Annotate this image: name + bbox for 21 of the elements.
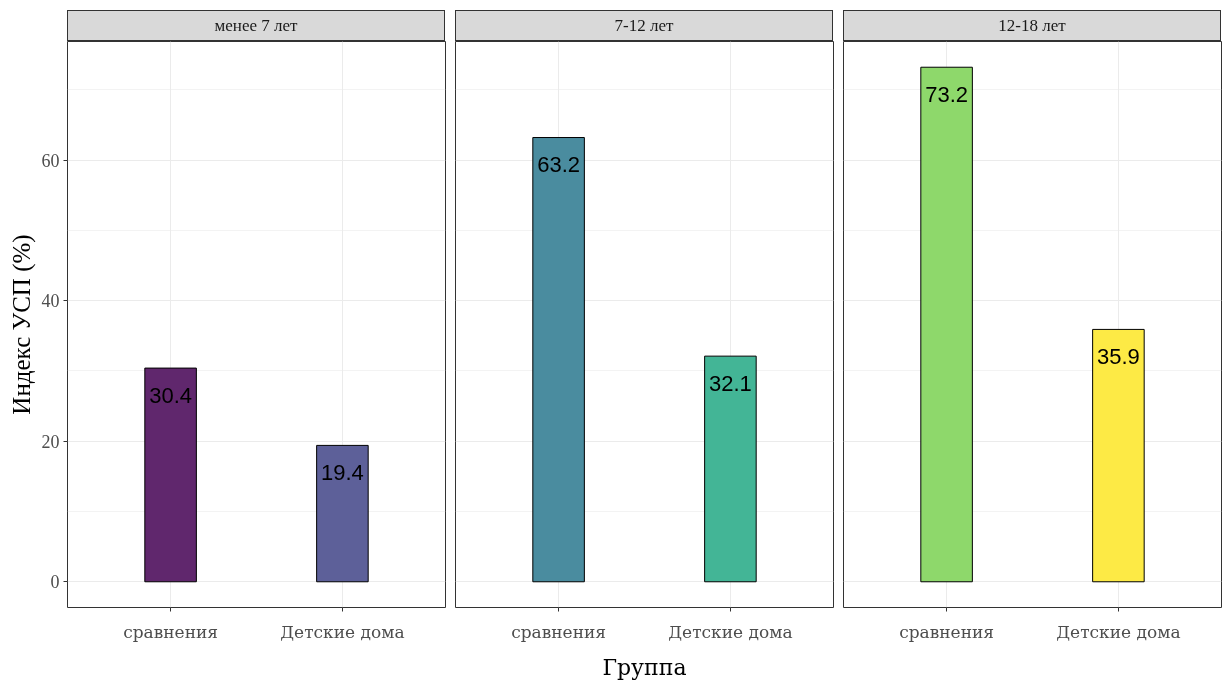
x-tick-label: Детские дома <box>668 621 793 642</box>
data-label: 73.2 <box>925 81 969 107</box>
y-tick-label: 40 <box>41 291 60 312</box>
data-label: 63.2 <box>537 152 581 178</box>
data-label: 19.4 <box>321 459 364 485</box>
y-tick-label: 20 <box>41 431 60 452</box>
x-tick-label: сравнения <box>123 621 219 642</box>
chart-title: 7-12 лет <box>614 15 674 37</box>
x-axis-title: Группа <box>602 654 687 680</box>
data-label: 32.1 <box>709 370 752 396</box>
chart-title: менее 7 лет <box>214 15 298 37</box>
x-tick-label: сравнения <box>511 621 607 642</box>
y-axis-title: Индекс УСП (%) <box>7 234 36 415</box>
x-tick-label: Детские дома <box>1056 621 1181 642</box>
data-label: 35.9 <box>1097 343 1140 369</box>
x-tick-label: сравнения <box>899 621 995 642</box>
x-tick-label: Детские дома <box>280 621 405 642</box>
y-tick-label: 60 <box>41 150 60 171</box>
y-tick-label: 0 <box>50 572 60 593</box>
chart-title: 12-18 лет <box>998 15 1066 37</box>
data-label: 30.4 <box>149 382 193 408</box>
